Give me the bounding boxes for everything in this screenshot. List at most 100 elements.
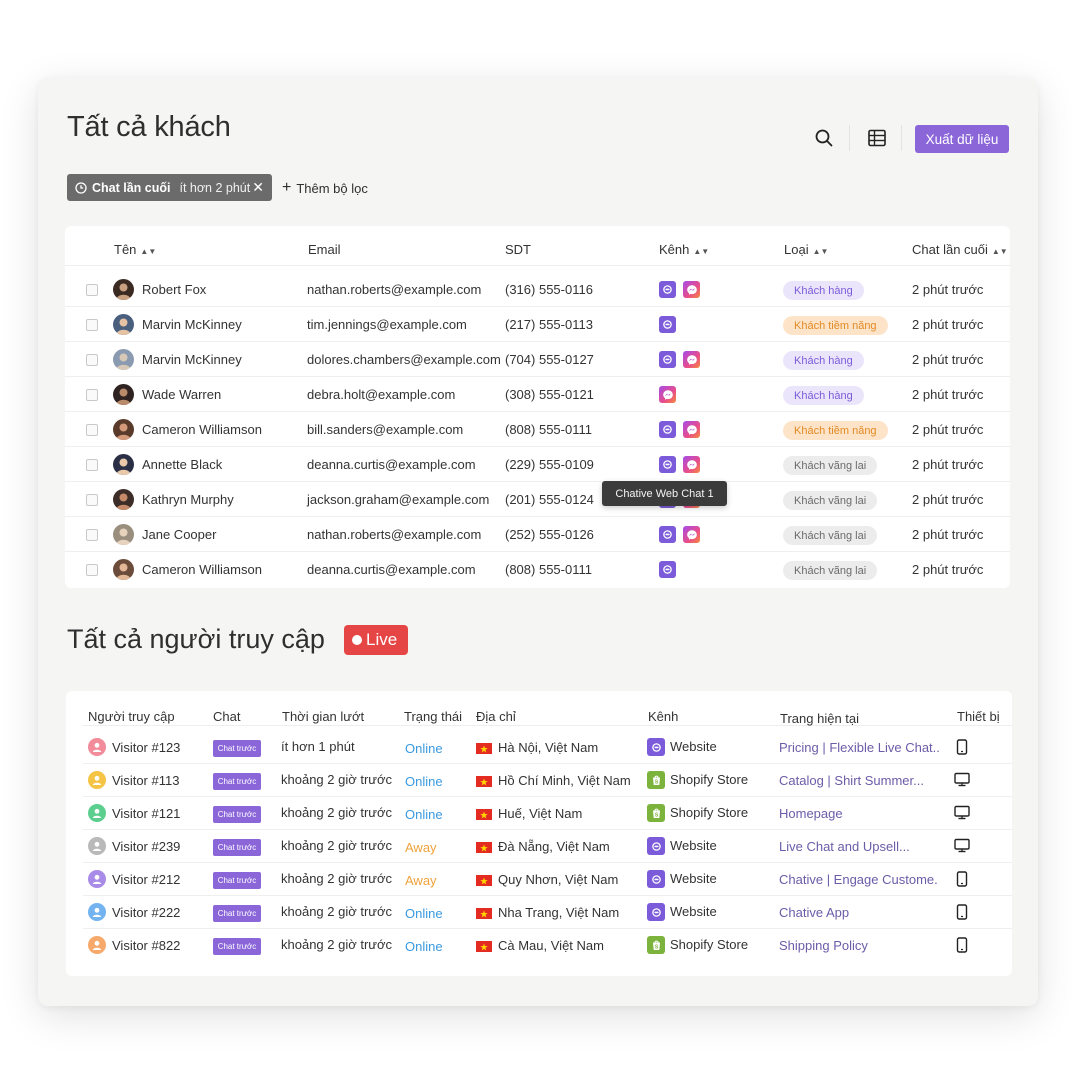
table-row[interactable]: Marvin McKinney dolores.chambers@example.… (65, 342, 1010, 377)
row-checkbox[interactable] (86, 354, 98, 366)
visitor-address: Huế, Việt Nam (498, 806, 583, 821)
customer-name[interactable]: Cameron Williamson (142, 422, 262, 437)
messenger-icon[interactable] (683, 456, 700, 473)
visitor-name[interactable]: Visitor #222 (112, 905, 181, 920)
customer-phone: (201) 555-0124 (505, 492, 594, 507)
close-icon[interactable]: ✕ (252, 179, 264, 195)
table-row[interactable]: Cameron Williamson bill.sanders@example.c… (65, 412, 1010, 447)
customer-name[interactable]: Marvin McKinney (142, 352, 242, 367)
messenger-icon[interactable] (683, 421, 700, 438)
customer-email: nathan.roberts@example.com (307, 527, 482, 542)
visitor-channel: Website (670, 871, 717, 886)
customer-phone: (316) 555-0116 (505, 282, 593, 297)
table-row[interactable]: Visitor #123 Chat trước ít hơn 1 phút Onlin… (83, 731, 1012, 764)
live-dot-icon (352, 635, 362, 645)
visitor-channel: Website (670, 739, 717, 754)
web-chat-icon[interactable] (659, 351, 676, 368)
customer-type-badge: Khách tiềm năng (783, 316, 888, 335)
table-row[interactable]: Visitor #121 Chat trước khoảng 2 giờ trước… (83, 797, 1012, 830)
column-header-channel[interactable]: Kênh ▲▼ (659, 242, 710, 257)
search-icon[interactable] (811, 125, 837, 151)
table-row[interactable]: Visitor #239 Chat trước khoảng 2 giờ trước… (83, 830, 1012, 863)
table-row[interactable]: Robert Fox nathan.roberts@example.com (316… (65, 272, 1010, 307)
customer-name[interactable]: Jane Cooper (142, 527, 217, 542)
last-chat-time: 2 phút trước (912, 422, 984, 437)
customer-name[interactable]: Annette Black (142, 457, 223, 472)
customer-email: nathan.roberts@example.com (307, 282, 482, 297)
chat-history-tag[interactable]: Chat trước (213, 905, 261, 922)
web-chat-icon[interactable] (659, 316, 676, 333)
customer-name[interactable]: Marvin McKinney (142, 317, 242, 332)
current-page-link[interactable]: Chative App (779, 905, 850, 920)
web-chat-icon[interactable] (659, 281, 676, 298)
chat-history-tag[interactable]: Chat trước (213, 872, 261, 889)
table-row[interactable]: Annette Black deanna.curtis@example.com (2… (65, 447, 1010, 482)
table-row[interactable]: Visitor #822 Chat trước khoảng 2 giờ trước… (83, 929, 1012, 962)
chat-history-tag[interactable]: Chat trước (213, 938, 261, 955)
row-checkbox[interactable] (86, 319, 98, 331)
visitor-address: Hồ Chí Minh, Việt Nam (498, 773, 631, 788)
customer-name[interactable]: Cameron Williamson (142, 562, 262, 577)
chat-history-tag[interactable]: Chat trước (213, 806, 261, 823)
web-chat-icon[interactable] (659, 421, 676, 438)
visitor-address: Đà Nẵng, Việt Nam (498, 839, 610, 854)
table-view-icon[interactable] (864, 125, 890, 151)
web-chat-icon[interactable] (659, 561, 676, 578)
chat-history-tag[interactable]: Chat trước (213, 773, 261, 790)
messenger-icon[interactable] (683, 526, 700, 543)
row-checkbox[interactable] (86, 564, 98, 576)
current-page-link[interactable]: Shipping Policy (779, 938, 868, 953)
current-page-link[interactable]: Homepage (779, 806, 843, 821)
current-page-link[interactable]: Pricing | Flexible Live Chat... (779, 740, 939, 755)
visitors-table: Người truy cập Chat Thời gian lướt Trạng… (66, 691, 1012, 976)
web-chat-icon[interactable] (659, 456, 676, 473)
browse-time: khoảng 2 giờ trước (281, 904, 393, 919)
customer-phone: (252) 555-0126 (505, 527, 594, 542)
column-header-name[interactable]: Tên ▲▼ (114, 242, 157, 257)
visitor-name[interactable]: Visitor #123 (112, 740, 181, 755)
last-chat-time: 2 phút trước (912, 562, 984, 577)
messenger-icon[interactable] (683, 351, 700, 368)
table-row[interactable]: Visitor #212 Chat trước khoảng 2 giờ trước… (83, 863, 1012, 896)
row-checkbox[interactable] (86, 529, 98, 541)
chat-history-tag[interactable]: Chat trước (213, 740, 261, 757)
customer-name[interactable]: Wade Warren (142, 387, 222, 402)
table-row[interactable]: Kathryn Murphy jackson.graham@example.com… (65, 482, 1010, 517)
toolbar-divider (849, 125, 850, 151)
table-row[interactable]: Jane Cooper nathan.roberts@example.com (25… (65, 517, 1010, 552)
table-row[interactable]: Wade Warren debra.holt@example.com (308) 5… (65, 377, 1010, 412)
export-data-button[interactable]: Xuất dữ liệu (915, 125, 1009, 153)
customer-name[interactable]: Kathryn Murphy (142, 492, 234, 507)
visitor-name[interactable]: Visitor #113 (112, 773, 180, 788)
table-row[interactable]: Cameron Williamson deanna.curtis@example.… (65, 552, 1010, 587)
filter-chip-last-chat[interactable]: Chat lần cuối ít hơn 2 phút ✕ (67, 174, 272, 201)
vietnam-flag-icon (476, 941, 492, 952)
visitor-name[interactable]: Visitor #822 (112, 938, 181, 953)
customer-name[interactable]: Robert Fox (142, 282, 207, 297)
table-row[interactable]: Visitor #113 Chat trước khoảng 2 giờ trước… (83, 764, 1012, 797)
customer-type-badge: Khách hàng (783, 281, 864, 300)
avatar (113, 419, 134, 440)
row-checkbox[interactable] (86, 424, 98, 436)
row-checkbox[interactable] (86, 459, 98, 471)
visitor-name[interactable]: Visitor #239 (112, 839, 181, 854)
row-checkbox[interactable] (86, 284, 98, 296)
web-chat-icon[interactable] (659, 526, 676, 543)
table-row[interactable]: Marvin McKinney tim.jennings@example.com (… (65, 307, 1010, 342)
visitor-name[interactable]: Visitor #121 (112, 806, 181, 821)
table-row[interactable]: Visitor #222 Chat trước khoảng 2 giờ trước… (83, 896, 1012, 929)
column-header-type[interactable]: Loại ▲▼ (784, 242, 829, 257)
current-page-link[interactable]: Chative | Engage Custome... (779, 872, 939, 887)
add-filter-button[interactable]: + Thêm bộ lọc (282, 179, 368, 197)
messenger-icon[interactable] (659, 386, 676, 403)
avatar (113, 279, 134, 300)
row-checkbox[interactable] (86, 389, 98, 401)
messenger-icon[interactable] (683, 281, 700, 298)
row-checkbox[interactable] (86, 494, 98, 506)
current-page-link[interactable]: Catalog | Shirt Summer... (779, 773, 924, 788)
current-page-link[interactable]: Live Chat and Upsell... (779, 839, 910, 854)
column-header-last-chat[interactable]: Chat lần cuối ▲▼ (912, 242, 1008, 257)
chat-history-tag[interactable]: Chat trước (213, 839, 261, 856)
svg-text:S: S (654, 944, 658, 950)
visitor-name[interactable]: Visitor #212 (112, 872, 181, 887)
